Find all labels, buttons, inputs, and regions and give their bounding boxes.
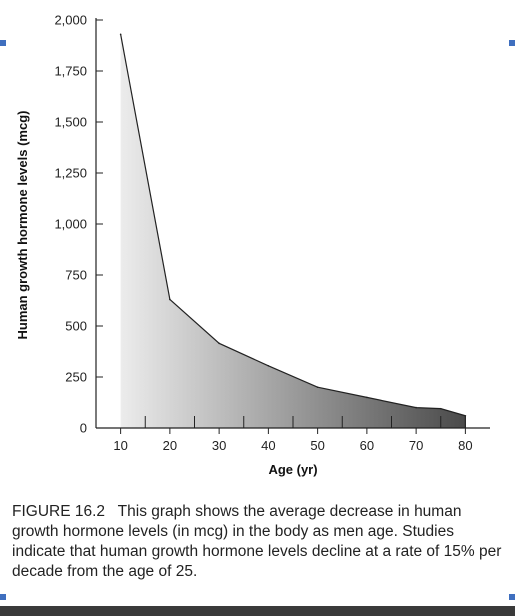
figure-caption: FIGURE 16.2 This graph shows the average… bbox=[12, 502, 508, 582]
figure-caption-text: This graph shows the average decrease in… bbox=[12, 503, 502, 580]
y-tick-label: 250 bbox=[65, 370, 87, 385]
page-bottom-bar bbox=[0, 606, 515, 616]
page-edge-marker-right bbox=[509, 40, 515, 46]
data-point bbox=[218, 342, 220, 345]
data-point bbox=[415, 406, 417, 409]
y-tick-label: 2,000 bbox=[54, 13, 87, 28]
x-tick-label: 70 bbox=[409, 438, 423, 453]
x-tick-label: 40 bbox=[261, 438, 275, 453]
y-tick-label: 1,250 bbox=[54, 166, 87, 181]
series-area-fill bbox=[120, 34, 466, 428]
y-axis-title: Human growth hormone levels (mcg) bbox=[15, 111, 30, 340]
x-tick-label: 50 bbox=[310, 438, 324, 453]
y-tick-label: 1,500 bbox=[54, 115, 87, 130]
y-tick-label: 0 bbox=[80, 421, 87, 436]
data-point bbox=[439, 407, 442, 410]
page-edge-marker-left bbox=[0, 40, 6, 46]
data-point bbox=[464, 414, 467, 417]
data-point bbox=[119, 33, 122, 36]
x-tick-label: 60 bbox=[360, 438, 374, 453]
y-tick-label: 500 bbox=[65, 319, 87, 334]
x-tick-label: 20 bbox=[163, 438, 177, 453]
data-point bbox=[267, 364, 270, 367]
y-tick-label: 1,750 bbox=[54, 64, 87, 79]
x-tick-label: 10 bbox=[113, 438, 127, 453]
x-tick-label: 80 bbox=[458, 438, 472, 453]
data-point bbox=[366, 396, 368, 399]
growth-hormone-chart: 0 250 500 750 1,000 1,250 1,500 1,750 2,000 10 20 3… bbox=[15, 13, 490, 477]
x-tick-label: 30 bbox=[212, 438, 226, 453]
data-point bbox=[169, 298, 171, 301]
page-edge-marker-bottom-right bbox=[509, 594, 515, 600]
page-edge-marker-bottom-left bbox=[0, 594, 6, 600]
data-point bbox=[316, 386, 319, 389]
y-tick-label: 750 bbox=[65, 268, 87, 283]
figure-label: FIGURE 16.2 bbox=[12, 503, 106, 520]
y-tick-label: 1,000 bbox=[54, 217, 87, 232]
x-axis-title: Age (yr) bbox=[268, 462, 317, 477]
